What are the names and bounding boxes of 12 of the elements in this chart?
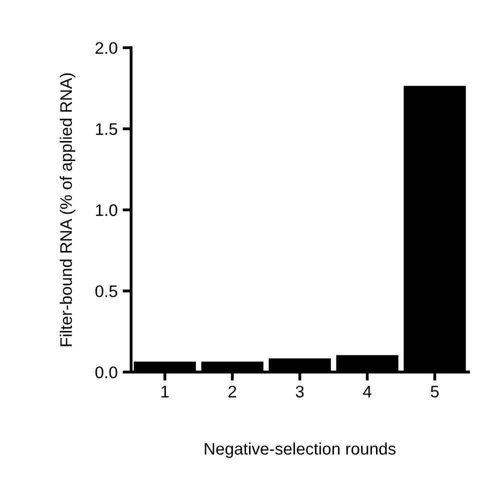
y-tick-label: 0.5 bbox=[95, 285, 118, 298]
x-tick-label: 4 bbox=[363, 386, 372, 398]
x-axis-title: Negative-selection rounds bbox=[204, 442, 396, 458]
x-tick-label: 5 bbox=[430, 386, 439, 398]
y-tick-label: 1.0 bbox=[96, 204, 118, 216]
y-tick-label: 2.0 bbox=[96, 42, 118, 54]
y-tick-label: 0.0 bbox=[95, 366, 118, 378]
x-tick-label: 3 bbox=[296, 386, 304, 398]
y-axis-title: Filter-bound RNA (% of applied RNA) bbox=[60, 73, 76, 346]
x-tick-label: 2 bbox=[228, 386, 236, 398]
x-tick-label: 1 bbox=[161, 386, 169, 398]
y-tick-label: 1.5 bbox=[96, 123, 118, 135]
